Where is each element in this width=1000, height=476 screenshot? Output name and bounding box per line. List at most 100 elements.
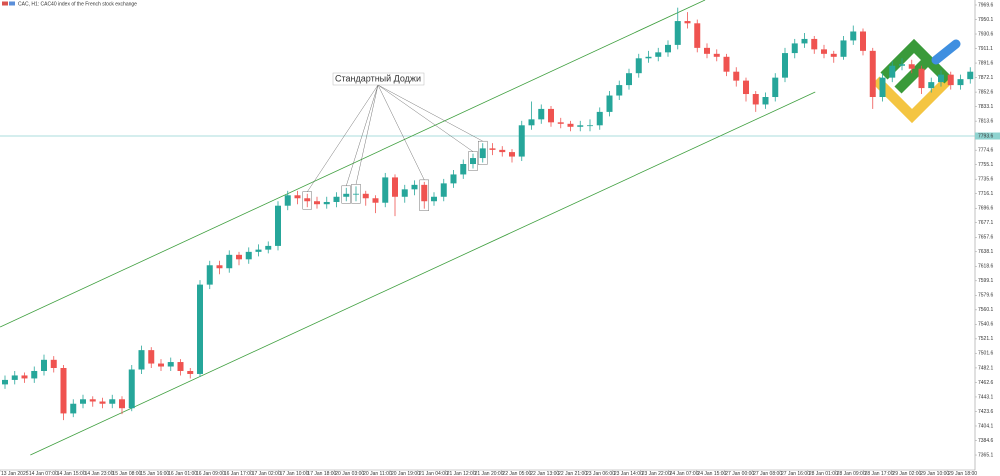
x-tick-label: 14 Jan 15:00 <box>57 471 86 476</box>
x-tick-label: 22 Jan 13:00 <box>530 471 559 476</box>
candle-body <box>304 198 311 202</box>
candle-body <box>421 184 428 202</box>
y-tick-label: 7774.6 <box>978 147 994 153</box>
candle-body <box>226 254 233 269</box>
annotation-box <box>302 191 312 210</box>
x-tick-label: 15 Jan 08:00 <box>112 471 141 476</box>
candle-body <box>489 148 496 150</box>
x-tick-label: 17 Jan 18:00 <box>307 471 336 476</box>
candle-body <box>509 152 515 157</box>
y-tick-label: 7813.6 <box>978 118 994 124</box>
candle-body <box>333 196 340 202</box>
x-tick-label: 14 Jan 07:00 <box>29 471 58 476</box>
y-tick-label: 7677.1 <box>978 220 994 226</box>
candle-body <box>138 350 145 370</box>
candle-body <box>733 71 740 81</box>
candle-body <box>947 74 954 86</box>
candle-body <box>411 184 418 190</box>
annotation-label: Стандартный Доджи <box>335 73 421 83</box>
x-tick-label: 16 Jan 09:00 <box>196 471 225 476</box>
x-tick-label: 23 Jan 06:00 <box>586 471 615 476</box>
x-tick-label: 17 Jan 02:00 <box>252 471 281 476</box>
y-tick-label: 7521.1 <box>978 336 994 342</box>
y-tick-label: 7540.6 <box>978 322 994 328</box>
candle-body <box>821 49 827 54</box>
candle-body <box>801 38 808 44</box>
candle-body <box>635 58 642 74</box>
candle-body <box>255 249 262 252</box>
candle-body <box>353 193 359 195</box>
candle-body <box>957 79 964 86</box>
candle-body <box>470 158 476 165</box>
y-tick-label: 7969.6 <box>978 2 994 8</box>
x-tick-label: 20 Jan 11:00 <box>363 471 392 476</box>
candle-body <box>499 149 506 153</box>
x-tick-label: 17 Jan 10:00 <box>280 471 309 476</box>
candle-body <box>548 108 554 123</box>
candle-body <box>275 205 281 246</box>
price-tag <box>975 132 1000 140</box>
symbol-icon <box>9 1 15 6</box>
candle-body <box>158 363 164 367</box>
y-tick-label: 7482.1 <box>978 365 994 371</box>
y-tick-label: 7638.1 <box>978 249 994 255</box>
x-tick-label: 21 Jan 04:00 <box>419 471 448 476</box>
x-tick-label: 27 Jan 00:00 <box>725 471 754 476</box>
y-tick-label: 7833.1 <box>978 104 994 110</box>
candle-body <box>80 399 86 404</box>
candle-body <box>538 108 545 120</box>
candle-body <box>938 74 944 83</box>
candle-body <box>811 38 818 50</box>
candle-body <box>928 82 935 89</box>
candle-body <box>762 97 769 105</box>
x-tick-label: 23 Jan 14:00 <box>614 471 643 476</box>
candle-body <box>31 370 38 379</box>
candle-body <box>89 399 96 402</box>
y-tick-label: 7755.1 <box>978 162 994 168</box>
x-tick-label: 14 Jan 23:00 <box>85 471 114 476</box>
x-tick-label: 28 Jan 17:00 <box>865 471 894 476</box>
candle-body <box>119 399 125 409</box>
y-tick-label: 7950.1 <box>978 17 994 23</box>
y-tick-label: 7423.6 <box>978 409 994 415</box>
x-tick-label: 27 Jan 16:00 <box>781 471 810 476</box>
candle-body <box>372 198 379 203</box>
logo-yellow <box>872 76 952 124</box>
candle-body <box>392 177 398 197</box>
candle-body <box>440 183 447 197</box>
x-tick-label: 24 Jan 15:00 <box>697 471 726 476</box>
candle-body <box>294 195 301 199</box>
y-tick-label: 7501.6 <box>978 351 994 357</box>
candle-body <box>401 189 408 197</box>
candle-body <box>323 201 330 205</box>
candle-body <box>596 111 603 126</box>
y-tick-label: 7462.6 <box>978 380 994 386</box>
candle-body <box>713 53 720 57</box>
candle-body <box>879 77 886 98</box>
candle-body <box>2 379 8 385</box>
y-tick-label: 7716.1 <box>978 191 994 197</box>
logo-blue <box>931 39 961 65</box>
y-tick-label: 7852.6 <box>978 89 994 95</box>
candle-body <box>723 56 730 72</box>
candle-body <box>889 65 896 78</box>
candle-body <box>518 125 525 157</box>
candle-body <box>187 370 194 374</box>
candle-body <box>752 94 759 105</box>
x-tick-label: 15 Jan 16:00 <box>140 471 169 476</box>
x-tick-label: 29 Jan 10:00 <box>920 471 949 476</box>
annotation-pointer <box>377 84 474 152</box>
candle-body <box>167 362 174 367</box>
candle-body <box>908 64 915 69</box>
candle-body <box>694 23 701 48</box>
candle-body <box>567 123 574 127</box>
candle-body <box>177 362 184 371</box>
x-tick-label: 20 Jan 19:00 <box>391 471 420 476</box>
trendline <box>0 0 706 328</box>
price-tag-label: 7793.6 <box>978 133 994 139</box>
annotation-box <box>351 184 361 204</box>
candle-body <box>41 359 47 371</box>
y-tick-label: 7560.1 <box>978 307 994 313</box>
candle-body <box>528 119 535 126</box>
